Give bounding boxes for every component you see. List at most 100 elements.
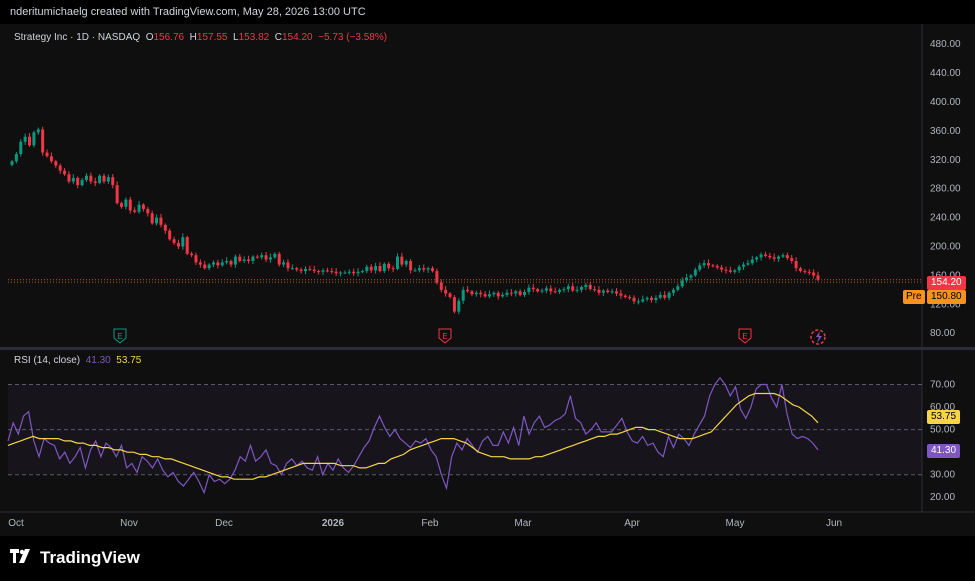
candle-body — [198, 262, 202, 265]
candle-body — [194, 255, 198, 263]
time-tick-label: Nov — [120, 518, 138, 529]
candle-body — [474, 292, 478, 295]
candle-body — [737, 266, 741, 271]
candle-body — [242, 259, 246, 261]
candle-body — [190, 253, 194, 256]
time-tick-label: Dec — [215, 518, 233, 529]
candle-body — [146, 208, 150, 214]
close-label: C — [274, 32, 282, 43]
candle-body — [457, 300, 461, 312]
candle-body — [268, 257, 272, 260]
candle-body — [514, 291, 518, 294]
candle-body — [540, 290, 544, 292]
high-value: 157.55 — [196, 32, 228, 43]
candle-body — [54, 161, 58, 166]
candle-body — [588, 284, 592, 290]
candle-body — [742, 264, 746, 267]
candle-body — [32, 132, 36, 146]
candle-body — [71, 177, 75, 182]
candle-body — [790, 258, 794, 261]
candle-body — [593, 289, 597, 291]
candle-body — [251, 256, 255, 261]
candle-body — [14, 154, 18, 162]
rsi-legend: RSI (14, close) 41.30 53.75 — [14, 355, 141, 366]
price-tick-label: 480.00 — [930, 39, 961, 50]
time-tick-label: Apr — [624, 518, 640, 529]
rsi-value: 41.30 — [85, 355, 111, 366]
candle-body — [728, 270, 732, 272]
time-tick-label: 2026 — [322, 518, 345, 529]
rsi-line — [7, 376, 819, 495]
candle-body — [365, 266, 369, 272]
brand-name: TradingView — [40, 548, 140, 567]
candle-body — [229, 260, 233, 265]
candle-body — [610, 291, 614, 293]
candle-body — [382, 263, 386, 272]
candle-body — [702, 263, 706, 266]
candle-body — [63, 170, 67, 175]
candle-body — [312, 269, 316, 272]
candle-body — [317, 271, 321, 273]
candle-body — [536, 289, 540, 292]
tradingview-logo[interactable]: TradingView — [10, 548, 140, 568]
candle-body — [720, 267, 724, 270]
symbol-name: Strategy Inc · 1D · NASDAQ — [14, 32, 141, 43]
candle-body — [255, 256, 259, 258]
candle-body — [816, 275, 820, 280]
candle-body — [168, 230, 172, 240]
candle-body — [628, 297, 632, 299]
candle-body — [711, 265, 715, 267]
rsi-tag: 41.30 — [927, 444, 961, 458]
candle-body — [606, 290, 610, 293]
rsi-ma-value: 53.75 — [116, 355, 142, 366]
price-tick-label: 160.00 — [930, 270, 961, 281]
candle-body — [409, 260, 413, 271]
rsi-tick-label: 70.00 — [930, 380, 955, 391]
close-value: 154.20 — [282, 32, 313, 43]
candle-body — [680, 280, 684, 287]
earnings-marker-label: E — [442, 332, 447, 341]
candle-body — [645, 297, 649, 300]
earnings-marker-icon — [738, 328, 752, 344]
candle-body — [339, 272, 343, 274]
candle-body — [106, 177, 110, 182]
candle-body — [768, 255, 772, 258]
candle-body — [579, 286, 583, 290]
candle-body — [772, 257, 776, 259]
candle-body — [715, 266, 719, 268]
candle-body — [496, 292, 500, 297]
candle-body — [571, 286, 575, 291]
rsi-tick-label: 20.00 — [930, 492, 955, 503]
candle-body — [360, 271, 364, 273]
candle-body — [115, 185, 119, 204]
candle-body — [501, 294, 505, 297]
candle-body — [133, 210, 137, 212]
candle-body — [203, 264, 207, 269]
candle-body — [746, 263, 750, 265]
candle-body — [724, 269, 728, 271]
candle-body — [636, 301, 640, 303]
candle-body — [290, 268, 294, 270]
candle-body — [562, 289, 566, 291]
candle-body — [404, 260, 408, 265]
candle-body — [299, 269, 303, 272]
candle-body — [417, 268, 421, 271]
rsi-tick-label: 50.00 — [930, 425, 955, 436]
candle-body — [803, 271, 807, 273]
price-tick-label: 120.00 — [930, 299, 961, 310]
candle-body — [378, 266, 382, 272]
candle-body — [286, 262, 290, 269]
candle-body — [431, 268, 435, 272]
candle-body — [553, 291, 557, 293]
chart-area[interactable]: 80.00 120.00 160.00 200.00 240.00 280.00 320.0… — [0, 24, 975, 536]
candle-body — [400, 256, 404, 265]
candle-body — [413, 270, 417, 272]
candle-body — [395, 256, 399, 269]
candle-body — [466, 289, 470, 292]
candle-body — [798, 268, 802, 272]
earnings-marker-icon — [438, 328, 452, 344]
time-tick-label: Mar — [514, 518, 532, 529]
candle-body — [295, 268, 299, 270]
candle-body — [439, 282, 443, 290]
candle-body — [238, 256, 242, 261]
